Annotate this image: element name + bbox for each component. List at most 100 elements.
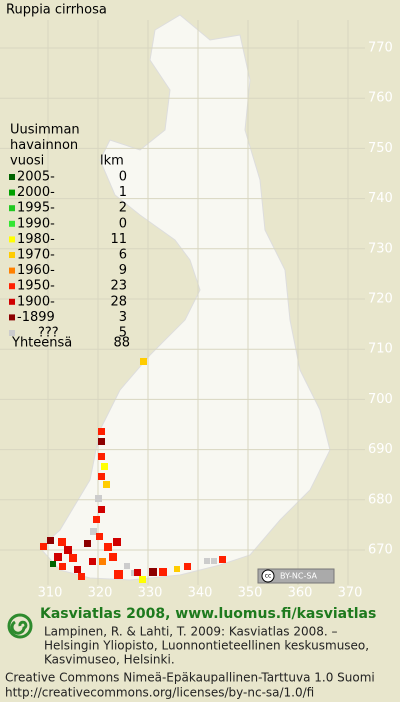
legend-count: 2 xyxy=(119,201,127,216)
legend-count: 23 xyxy=(110,279,127,294)
legend-swatch xyxy=(9,283,15,290)
occurrence xyxy=(89,558,96,565)
citation-line: Kasvimuseo, Helsinki. xyxy=(44,653,175,667)
grid: 310 320 330 340 350 360 3707707607507407307207… xyxy=(0,20,393,601)
logo xyxy=(7,613,33,639)
y-grid-label: 710 xyxy=(368,342,393,357)
occurrence xyxy=(54,553,62,561)
legend-swatch xyxy=(9,236,15,243)
legend-count: 11 xyxy=(110,232,127,247)
x-grid-label: 350 xyxy=(238,586,263,601)
occurrence xyxy=(109,553,117,561)
badge-icon: cc xyxy=(265,573,272,580)
occurrence xyxy=(159,568,167,576)
occurrence xyxy=(103,481,110,488)
legend-label: 1970- xyxy=(17,248,55,263)
occurrence xyxy=(134,569,141,576)
y-grid-label: 730 xyxy=(368,241,393,256)
badge-text: BY-NC-SA xyxy=(280,572,318,581)
license-line: Creative Commons Nimeä-Epäkaupallinen-Ta… xyxy=(5,671,375,685)
x-grid-label: 340 xyxy=(188,586,213,601)
legend-label: ??? xyxy=(38,326,59,341)
legend-label: 1980- xyxy=(17,232,55,247)
y-grid-label: 720 xyxy=(368,292,393,307)
y-grid-label: 690 xyxy=(368,442,393,457)
legend-label: 2005- xyxy=(17,170,55,185)
species-title: Ruppia cirrhosa xyxy=(6,3,107,18)
x-grid-label: 330 xyxy=(138,586,163,601)
occurrence xyxy=(74,566,81,573)
legend-count: 1 xyxy=(119,185,127,200)
legend-total: 88 xyxy=(113,336,130,351)
occurrence xyxy=(59,563,66,570)
legend-label: 1995- xyxy=(17,201,55,216)
occurrence xyxy=(140,358,147,365)
occurrence xyxy=(99,558,106,565)
citation-line: Helsingin Yliopisto, Luonnontieteellinen… xyxy=(44,639,369,653)
legend-label: 1960- xyxy=(17,263,55,278)
occurrence xyxy=(58,538,66,546)
occurrence xyxy=(84,540,91,547)
legend-count: 5 xyxy=(119,326,127,341)
occurrence xyxy=(219,556,226,563)
occurrence xyxy=(96,533,103,540)
y-grid-label: 680 xyxy=(368,492,393,507)
legend-label: 2000- xyxy=(17,185,55,200)
occurrence xyxy=(64,546,72,554)
legend-swatch xyxy=(9,252,15,258)
y-grid-label: 740 xyxy=(368,191,393,206)
legend-heading: vuosi xyxy=(10,154,44,169)
occurrence xyxy=(204,558,210,564)
x-grid-label: 360 xyxy=(288,586,313,601)
occurrence xyxy=(98,438,105,445)
legend-label: -1899 xyxy=(17,310,55,325)
legend-swatch xyxy=(9,267,15,274)
legend-swatch xyxy=(9,314,15,321)
occurrence xyxy=(78,573,85,580)
legend-total-label: Yhteensä xyxy=(11,336,72,351)
legend-swatch xyxy=(9,174,15,180)
occurrences xyxy=(40,358,226,583)
occurrence xyxy=(124,563,130,569)
occurrence xyxy=(184,563,191,570)
occurrence xyxy=(95,495,102,502)
legend-label: 1950- xyxy=(17,279,55,294)
footer-text: Lampinen, R. & Lahti, T. 2009: Kasviatla… xyxy=(5,625,375,700)
citation-line: Lampinen, R. & Lahti, T. 2009: Kasviatla… xyxy=(44,625,338,639)
legend-count: 0 xyxy=(119,170,127,185)
occurrence xyxy=(40,543,47,550)
occurrence xyxy=(98,453,105,460)
x-grid-label: 370 xyxy=(338,586,363,601)
occurrence xyxy=(149,568,157,576)
occurrence xyxy=(98,473,105,480)
legend-heading: Uusimman xyxy=(10,123,80,138)
legend-swatch xyxy=(9,205,15,212)
y-grid-label: 670 xyxy=(368,543,393,558)
legend-count: 28 xyxy=(110,294,127,309)
legend-label: 1990- xyxy=(17,216,55,231)
occurrence xyxy=(114,570,123,579)
occurrence xyxy=(98,506,105,513)
legend-swatch xyxy=(9,189,15,196)
occurrence xyxy=(50,561,56,567)
occurrence xyxy=(98,428,105,435)
occurrence xyxy=(211,558,217,564)
occurrence xyxy=(93,516,100,523)
legend-heading: havainnon xyxy=(10,138,78,153)
occurrence xyxy=(90,528,97,535)
legend-count: 3 xyxy=(119,310,127,325)
y-grid-label: 770 xyxy=(368,41,393,56)
footer-title: Kasviatlas 2008, www.luomus.fi/kasviatla… xyxy=(40,606,376,622)
legend-label: 1900- xyxy=(17,294,55,309)
legend-swatch xyxy=(9,220,15,227)
occurrence xyxy=(69,554,77,562)
legend-count-heading: lkm xyxy=(100,154,124,169)
legend-swatch xyxy=(9,298,15,305)
y-grid-label: 760 xyxy=(368,91,393,106)
legend-swatch xyxy=(9,330,15,336)
x-grid-label: 320 xyxy=(88,586,113,601)
y-grid-label: 750 xyxy=(368,141,393,156)
license-line: http://creativecommons.org/licenses/by-n… xyxy=(5,686,314,700)
